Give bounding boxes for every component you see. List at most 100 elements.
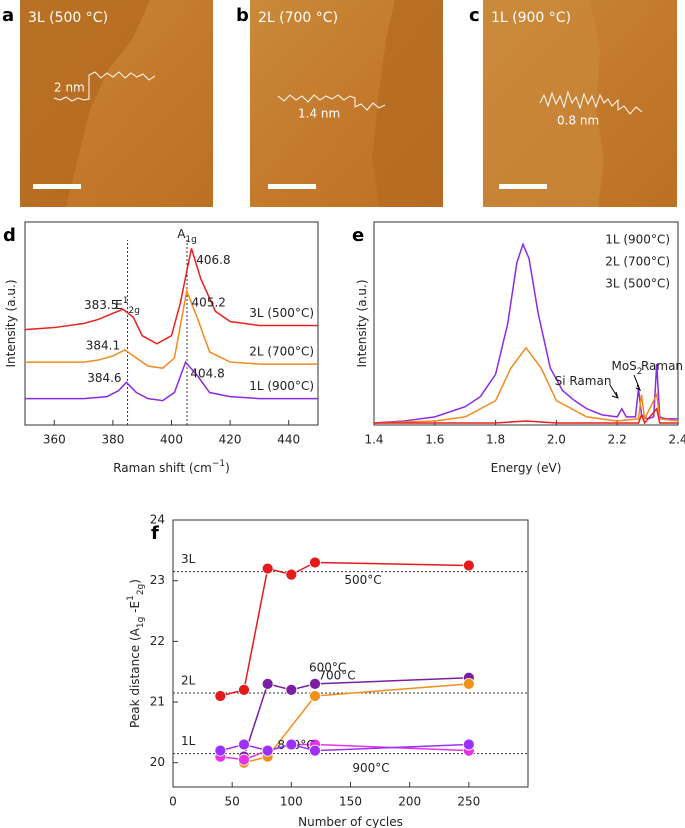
afm-panel-c: c 1L (900 °C) 0.8 nm xyxy=(469,0,677,207)
text-part: 2g xyxy=(128,306,139,316)
text-part: Peak distance (A xyxy=(128,627,142,728)
x-tick-label: 250 xyxy=(457,795,480,809)
x-tick-label: 0 xyxy=(169,795,177,809)
text-part: Intensity (a.u.) xyxy=(4,280,18,368)
data-point xyxy=(285,684,298,696)
series-line xyxy=(25,288,318,369)
x-tick-label: 2.4 xyxy=(668,433,685,447)
plot-frame xyxy=(373,221,679,426)
scale-bar xyxy=(499,184,547,189)
x-axis-label: Energy (eV) xyxy=(491,461,562,475)
peak-label: A1g xyxy=(177,227,197,245)
peak-value: 383.5 xyxy=(84,298,118,312)
panel-letter: d xyxy=(3,225,16,246)
scale-bar xyxy=(33,184,81,189)
series-label: 600°C xyxy=(309,660,346,674)
x-tick-label: 150 xyxy=(339,795,362,809)
legend-entry: 3L (500°C) xyxy=(605,277,670,291)
text-part: 1 xyxy=(123,296,129,306)
data-point xyxy=(261,562,274,575)
x-tick-label: 420 xyxy=(219,433,242,447)
reference-label: 1L xyxy=(181,734,196,748)
series-label: 2L (700°C) xyxy=(249,345,314,359)
data-point xyxy=(238,684,250,696)
panel-letter: c xyxy=(469,5,480,26)
data-point xyxy=(309,677,321,690)
peak-value: 405.2 xyxy=(192,296,226,310)
peak-label: E12g xyxy=(115,296,140,316)
text-part: −1 xyxy=(212,459,225,469)
arrow xyxy=(633,374,642,392)
y-axis-label: Intensity (a.u.) xyxy=(355,280,369,368)
x-tick-label: 380 xyxy=(101,433,124,447)
y-tick-label: 22 xyxy=(150,634,165,648)
peak-value: 406.8 xyxy=(196,253,230,267)
legend-entry: 1L (900°C) xyxy=(605,233,670,247)
data-point xyxy=(285,738,298,751)
image-title: 2L (700 °C) xyxy=(258,10,338,26)
x-tick-label: 200 xyxy=(398,795,421,809)
series-label: 900°C xyxy=(352,761,389,775)
data-point xyxy=(309,690,321,702)
text-part: E xyxy=(115,298,123,312)
series-line xyxy=(24,248,318,345)
text-part: 2 xyxy=(637,367,643,377)
height-profile xyxy=(53,71,156,102)
data-point xyxy=(462,677,475,690)
x-tick-label: 2.2 xyxy=(608,433,627,447)
text-part: Raman shift (cm xyxy=(113,461,212,475)
x-tick-label: 1.6 xyxy=(425,433,444,447)
series-label: 1L (900°C) xyxy=(249,379,314,393)
afm-panel-b: b 2L (700 °C) 1.4 nm xyxy=(236,0,443,207)
annotation: Raman xyxy=(641,359,683,373)
data-point xyxy=(462,559,475,572)
series-line xyxy=(374,407,678,425)
afm-panel-a: a 3L (500 °C) 2 nm xyxy=(2,0,213,207)
y-tick-label: 24 xyxy=(150,513,165,527)
series-line xyxy=(220,743,469,761)
text-part: Intensity (a.u.) xyxy=(355,280,369,368)
reference-label: 2L xyxy=(181,673,196,687)
image-title: 1L (900 °C) xyxy=(491,10,571,26)
peak-value: 384.1 xyxy=(86,338,120,352)
data-point xyxy=(238,738,250,751)
data-point xyxy=(285,568,298,581)
y-axis-label: Peak distance (A1g -E12g) xyxy=(126,579,146,728)
text-part: -E xyxy=(128,601,142,617)
series-label: 500°C xyxy=(344,573,381,587)
x-tick-label: 440 xyxy=(277,433,300,447)
image-title: 3L (500 °C) xyxy=(28,10,108,26)
y-tick-label: 21 xyxy=(150,695,165,709)
data-point xyxy=(261,744,274,757)
height-profile xyxy=(277,94,386,111)
series-line xyxy=(373,346,679,424)
legend-entry: 2L (700°C) xyxy=(605,255,670,269)
x-tick-label: 50 xyxy=(225,795,240,809)
scale-bar xyxy=(268,184,316,189)
data-point xyxy=(309,744,321,757)
data-point xyxy=(261,677,274,690)
annotation: Si Raman xyxy=(555,374,612,388)
panel-letter: b xyxy=(236,5,249,26)
text-part: 1 xyxy=(126,595,136,601)
height-profile xyxy=(539,90,643,115)
x-tick-label: 1.8 xyxy=(486,433,505,447)
afm-terrace xyxy=(372,0,443,207)
panel-letter: a xyxy=(2,5,14,26)
arrow xyxy=(609,384,619,399)
text-part: Si Raman xyxy=(555,374,612,388)
x-axis-label: Number of cycles xyxy=(298,815,403,828)
text-part: MoS xyxy=(611,359,636,373)
series-line xyxy=(373,242,678,424)
panel-letter: e xyxy=(352,225,364,246)
x-axis-label: Raman shift (cm−1) xyxy=(113,459,230,475)
x-tick-label: 2.0 xyxy=(547,433,566,447)
text-part: Raman xyxy=(641,359,683,373)
series-label: 3L (500°C) xyxy=(249,306,314,320)
data-point xyxy=(214,690,227,702)
afm-terrace xyxy=(483,0,604,207)
peak-value: 384.6 xyxy=(87,371,121,385)
series-label: 700°C xyxy=(318,668,355,682)
